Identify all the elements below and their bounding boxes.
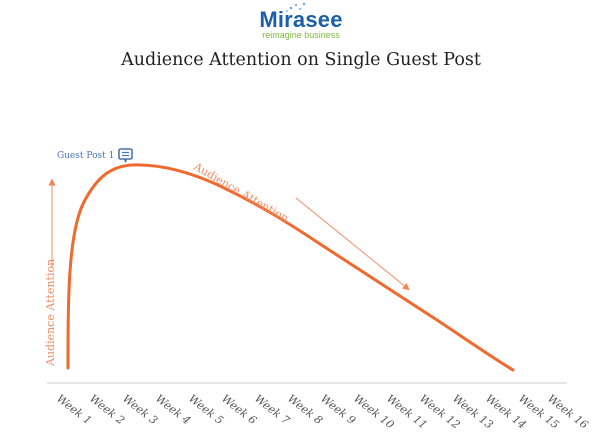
logo-tagline: reimagine business (262, 30, 340, 40)
guest-post-label: Guest Post 1 (57, 151, 115, 161)
decline-arrow (295, 197, 410, 291)
logo-wordmark: Mirasee (259, 7, 343, 32)
y-axis-label: Audience Attention (44, 258, 57, 366)
logo-sparkle-icon (286, 2, 306, 12)
comment-icon[interactable] (118, 148, 133, 163)
chart-title: Audience Attention on Single Guest Post (121, 50, 481, 70)
logo: Mirasee reimagine business (0, 0, 602, 42)
attention-curve (66, 163, 515, 372)
